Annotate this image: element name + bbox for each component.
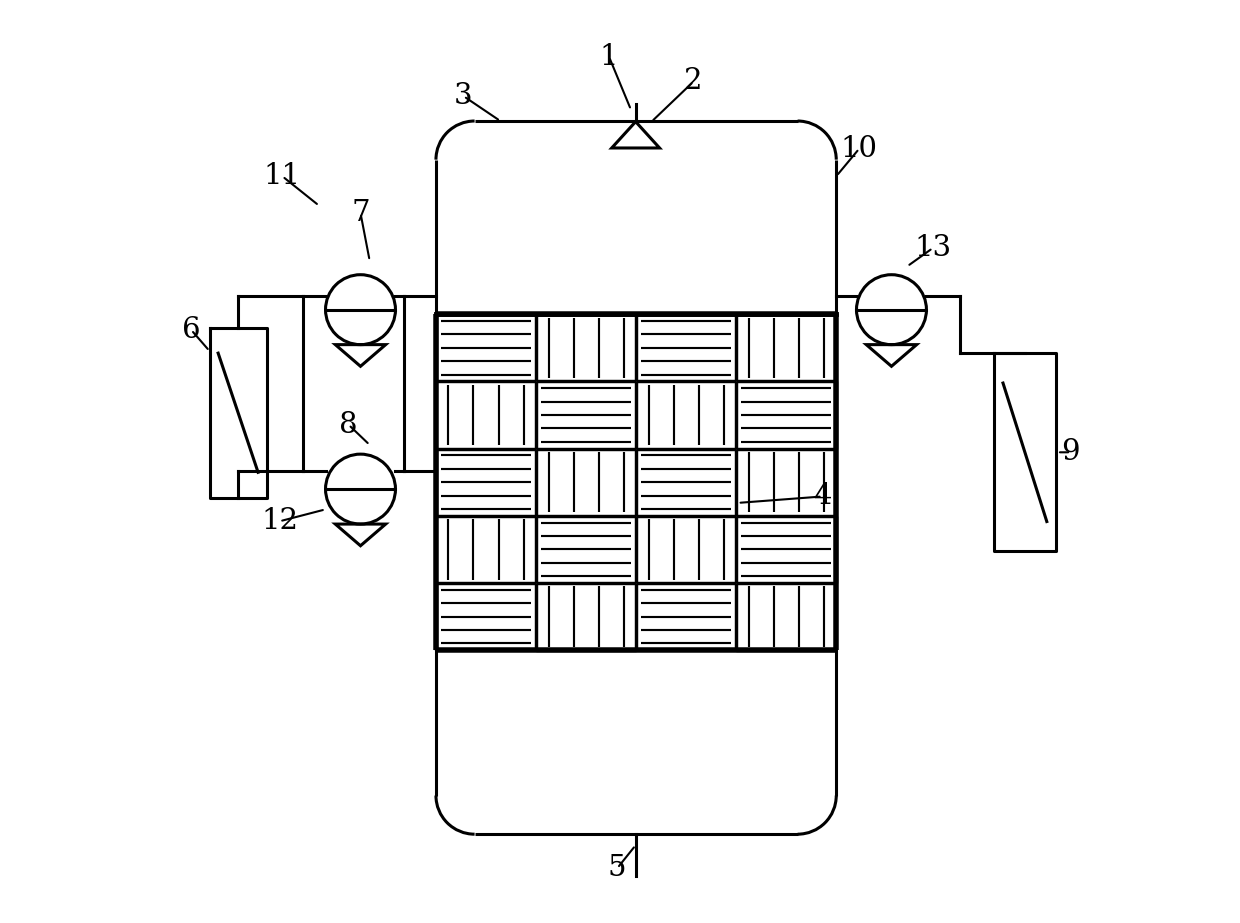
Text: 10: 10 xyxy=(841,135,878,162)
Text: 5: 5 xyxy=(608,855,626,882)
Text: 3: 3 xyxy=(454,82,472,110)
Text: 4: 4 xyxy=(813,483,832,510)
Text: 6: 6 xyxy=(182,316,201,344)
Text: 12: 12 xyxy=(260,508,298,535)
Text: 8: 8 xyxy=(340,411,358,438)
Text: 9: 9 xyxy=(1061,438,1080,466)
Text: 2: 2 xyxy=(684,67,703,95)
Text: 7: 7 xyxy=(351,199,370,227)
Text: 1: 1 xyxy=(600,42,619,70)
Text: 13: 13 xyxy=(914,234,951,262)
Text: 11: 11 xyxy=(264,162,301,190)
